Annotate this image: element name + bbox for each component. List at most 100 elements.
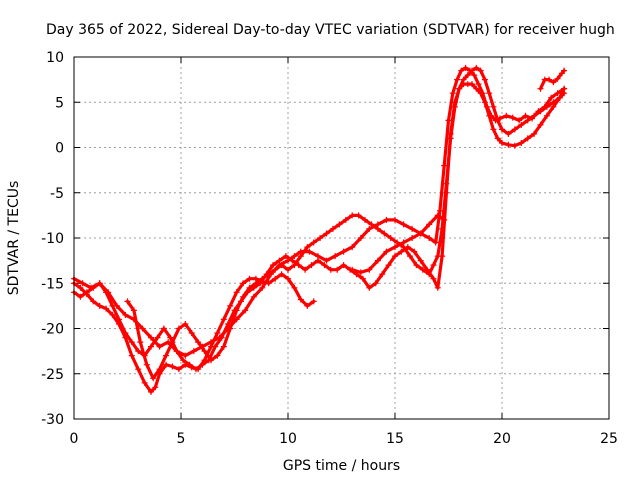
data-point bbox=[430, 262, 437, 269]
data-point bbox=[537, 85, 544, 92]
data-point bbox=[426, 235, 433, 241]
data-point bbox=[355, 212, 362, 219]
data-point bbox=[208, 339, 214, 346]
data-point bbox=[297, 296, 304, 303]
data-point bbox=[362, 216, 368, 223]
series-trace bbox=[72, 82, 566, 371]
data-point bbox=[499, 140, 505, 146]
data-point bbox=[516, 117, 523, 124]
data-point bbox=[135, 348, 142, 355]
data-point bbox=[445, 117, 452, 124]
data-point bbox=[434, 212, 441, 219]
data-point bbox=[392, 244, 398, 251]
data-point bbox=[88, 284, 95, 291]
data-point bbox=[426, 271, 433, 278]
data-series bbox=[71, 64, 568, 395]
data-point bbox=[96, 302, 103, 309]
data-point bbox=[291, 284, 298, 291]
data-point bbox=[471, 72, 478, 79]
data-point bbox=[554, 90, 561, 97]
data-point bbox=[524, 135, 531, 142]
x-tick-label: 15 bbox=[386, 431, 404, 447]
data-point bbox=[163, 352, 169, 359]
data-point bbox=[409, 235, 416, 241]
y-tick-label: -10 bbox=[41, 231, 64, 247]
data-point bbox=[469, 81, 475, 88]
data-point bbox=[400, 239, 407, 246]
data-point bbox=[372, 280, 379, 287]
data-point bbox=[163, 361, 169, 368]
data-point bbox=[366, 284, 373, 291]
data-point bbox=[327, 266, 334, 273]
data-point bbox=[285, 266, 291, 273]
data-point bbox=[304, 302, 311, 309]
data-point bbox=[524, 117, 531, 124]
data-point bbox=[233, 289, 240, 296]
data-point bbox=[186, 361, 193, 368]
data-point bbox=[554, 75, 561, 82]
data-point bbox=[490, 103, 497, 110]
data-point bbox=[537, 121, 544, 128]
data-point bbox=[214, 352, 221, 359]
data-point bbox=[456, 85, 463, 92]
data-point bbox=[154, 334, 161, 341]
data-point bbox=[306, 248, 313, 255]
data-point bbox=[340, 248, 347, 255]
data-point bbox=[387, 235, 394, 241]
data-point bbox=[550, 99, 557, 106]
data-point bbox=[449, 90, 456, 97]
data-point bbox=[182, 321, 189, 327]
data-point bbox=[175, 325, 182, 332]
data-point bbox=[285, 257, 291, 264]
data-point bbox=[135, 366, 142, 373]
data-point bbox=[156, 343, 163, 350]
data-point bbox=[385, 262, 392, 269]
grid-lines bbox=[74, 57, 609, 419]
tick-labels: 0 5 10 15 20 25 -30 -25 -20 -15 -10 -5 0 5 10 bbox=[41, 50, 618, 447]
data-point bbox=[556, 94, 563, 101]
data-point bbox=[486, 90, 493, 97]
data-point bbox=[130, 307, 137, 314]
x-tick-label: 20 bbox=[493, 431, 511, 447]
data-point bbox=[175, 366, 182, 373]
data-point bbox=[374, 225, 381, 232]
data-point bbox=[398, 248, 405, 255]
data-point bbox=[340, 262, 347, 269]
data-point bbox=[342, 216, 349, 223]
data-point bbox=[329, 225, 336, 232]
series-arc-4 bbox=[124, 64, 568, 382]
data-point bbox=[349, 266, 356, 273]
data-point bbox=[180, 357, 187, 364]
data-point bbox=[419, 266, 426, 273]
data-point bbox=[537, 108, 544, 115]
data-point bbox=[150, 375, 157, 382]
data-point bbox=[561, 67, 568, 74]
data-point bbox=[349, 244, 356, 251]
data-point bbox=[336, 221, 343, 228]
data-point bbox=[543, 103, 550, 110]
data-point bbox=[368, 221, 375, 228]
data-point bbox=[473, 64, 480, 71]
x-axis-label: GPS time / hours bbox=[283, 458, 400, 474]
data-point bbox=[426, 221, 433, 228]
series-arc-6 bbox=[537, 67, 568, 92]
data-point bbox=[464, 72, 471, 79]
data-point bbox=[250, 293, 257, 300]
data-point bbox=[308, 262, 315, 269]
data-point bbox=[227, 302, 234, 309]
data-point bbox=[494, 135, 501, 142]
data-point bbox=[505, 130, 512, 137]
data-point bbox=[115, 316, 122, 323]
data-point bbox=[392, 253, 398, 260]
data-point bbox=[392, 216, 398, 223]
data-point bbox=[77, 293, 84, 300]
data-point bbox=[240, 293, 247, 300]
data-point bbox=[475, 81, 482, 88]
data-point bbox=[417, 230, 424, 237]
data-point bbox=[79, 280, 86, 287]
data-point bbox=[323, 257, 330, 264]
data-point bbox=[548, 94, 555, 101]
x-tick-label: 25 bbox=[600, 431, 618, 447]
data-point bbox=[479, 90, 486, 97]
